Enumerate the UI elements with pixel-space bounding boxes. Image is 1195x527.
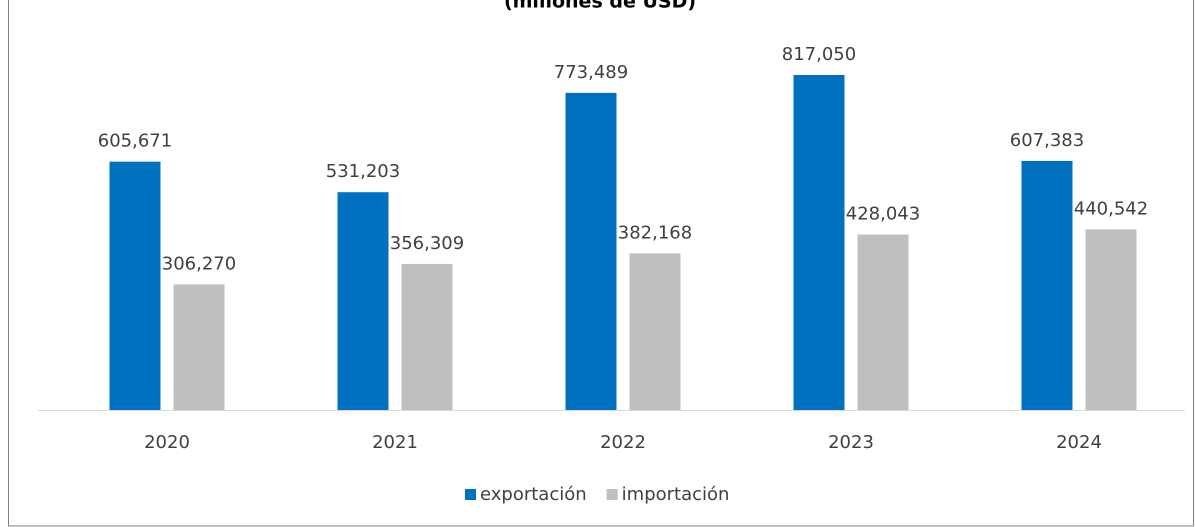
data-label: 605,671 xyxy=(98,131,172,152)
x-tick-label: 2023 xyxy=(828,432,874,453)
bar xyxy=(1021,160,1073,410)
bar xyxy=(337,192,389,410)
data-label: 382,168 xyxy=(618,222,692,243)
legend-label: exportación xyxy=(480,484,587,505)
bar xyxy=(173,284,225,410)
bar xyxy=(1085,229,1137,410)
legend-label: importación xyxy=(622,484,730,505)
x-tick-label: 2022 xyxy=(600,432,646,453)
bar xyxy=(793,75,845,410)
data-label: 306,270 xyxy=(162,253,236,274)
data-label: 607,383 xyxy=(1010,130,1084,151)
chart-title: (millones de USD) xyxy=(504,0,696,13)
bar xyxy=(565,92,617,410)
x-tick-label: 2024 xyxy=(1056,432,1102,453)
data-label: 773,489 xyxy=(554,62,628,83)
data-label: 356,309 xyxy=(390,233,464,254)
bar xyxy=(109,161,161,410)
data-label: 817,050 xyxy=(782,44,856,65)
data-label: 428,043 xyxy=(846,203,920,224)
x-tick-label: 2021 xyxy=(372,432,418,453)
legend-swatch xyxy=(465,489,476,500)
bar xyxy=(629,253,681,410)
data-label: 531,203 xyxy=(326,161,400,182)
x-tick-label: 2020 xyxy=(144,432,190,453)
data-label: 440,542 xyxy=(1074,198,1148,219)
bar xyxy=(401,263,453,410)
legend-swatch xyxy=(606,489,618,500)
bar xyxy=(857,234,909,410)
